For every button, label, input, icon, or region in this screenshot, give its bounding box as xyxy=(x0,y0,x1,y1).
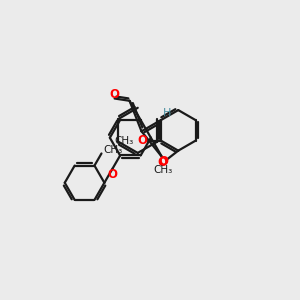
Text: CH₃: CH₃ xyxy=(103,145,123,155)
Text: O: O xyxy=(110,88,120,100)
Text: CH₃: CH₃ xyxy=(114,136,133,146)
Text: O: O xyxy=(107,167,117,181)
Text: H: H xyxy=(164,108,172,118)
Text: O: O xyxy=(158,155,168,168)
Text: O: O xyxy=(158,156,168,169)
Text: O: O xyxy=(137,134,148,147)
Text: CH₃: CH₃ xyxy=(153,165,172,175)
